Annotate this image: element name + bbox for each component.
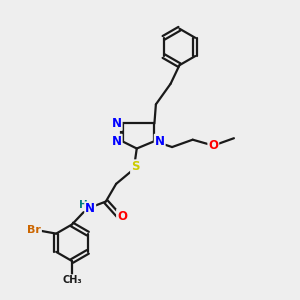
Text: O: O bbox=[208, 139, 218, 152]
Text: N: N bbox=[112, 135, 122, 148]
Text: N: N bbox=[112, 117, 122, 130]
Text: CH₃: CH₃ bbox=[62, 275, 82, 285]
Text: N: N bbox=[155, 135, 165, 148]
Text: S: S bbox=[131, 160, 140, 173]
Text: H: H bbox=[79, 200, 88, 210]
Text: O: O bbox=[117, 210, 127, 223]
Text: N: N bbox=[85, 202, 95, 215]
Text: Br: Br bbox=[27, 225, 41, 235]
